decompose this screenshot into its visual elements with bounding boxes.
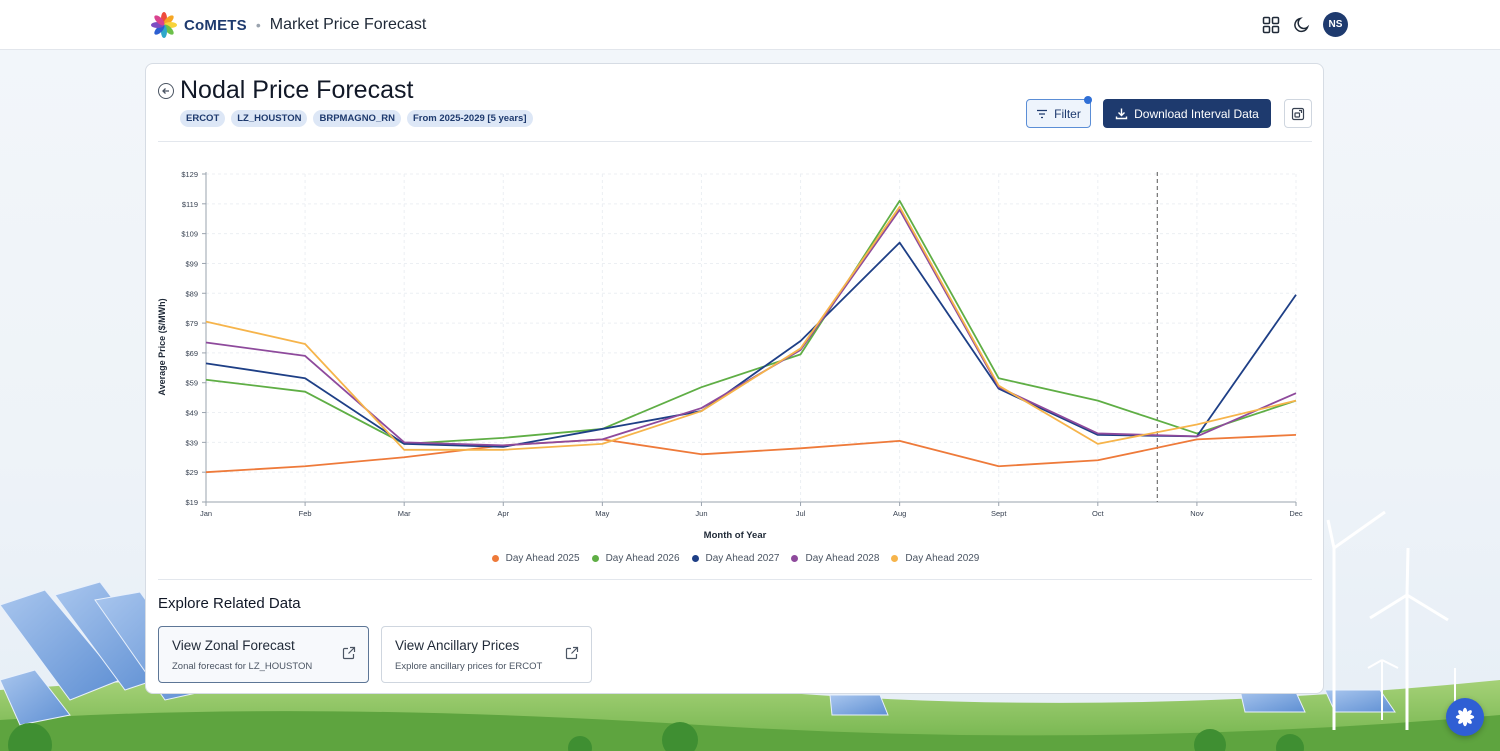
related-card-title: View Zonal Forecast <box>172 638 295 653</box>
chip-market: ERCOT <box>180 110 226 127</box>
x-tick-label: Oct <box>1092 509 1105 518</box>
theme-toggle-button[interactable] <box>1291 14 1313 36</box>
chip-node: BRPMAGNO_RN <box>313 110 401 127</box>
chart-legend: Day Ahead 2025 Day Ahead 2026 Day Ahead 20… <box>146 553 1325 564</box>
related-card-title: View Ancillary Prices <box>395 638 520 653</box>
y-tick-label: $79 <box>185 319 198 328</box>
y-tick-label: $89 <box>185 289 198 298</box>
brand-name: CoMETS <box>184 16 247 34</box>
filter-label: Filter <box>1054 106 1081 121</box>
chip-date-range: From 2025-2029 [5 years] <box>406 110 533 127</box>
expand-icon <box>1291 107 1305 120</box>
legend-label: Day Ahead 2027 <box>705 553 780 564</box>
x-axis-label: Month of Year <box>704 530 767 541</box>
y-tick-label: $119 <box>182 200 198 209</box>
forecast-card: Nodal Price Forecast ERCOT LZ_HOUSTON BR… <box>145 63 1324 694</box>
card-title: Nodal Price Forecast <box>180 76 414 104</box>
related-divider <box>158 579 1312 580</box>
comets-logo-icon <box>151 12 177 38</box>
page-title: Market Price Forecast <box>269 16 427 33</box>
series-line <box>205 208 1297 447</box>
header-actions: NS <box>1251 12 1348 37</box>
chart-series <box>205 199 1297 474</box>
y-tick-label: $109 <box>181 230 198 239</box>
legend-label: Day Ahead 2026 <box>605 553 680 564</box>
filter-active-dot <box>1084 96 1092 104</box>
x-tick-label: Jul <box>796 509 806 518</box>
external-link-icon <box>565 646 579 660</box>
apps-grid-button[interactable] <box>1260 14 1282 36</box>
filter-chips: ERCOT LZ_HOUSTON BRPMAGNO_RN From 2025-2… <box>180 110 539 127</box>
x-tick-label: Mar <box>398 509 411 518</box>
related-card-subtitle: Explore ancillary prices for ERCOT <box>395 661 543 672</box>
y-tick-label: $29 <box>185 468 198 477</box>
download-label: Download Interval Data <box>1134 106 1259 121</box>
y-tick-label: $69 <box>185 349 198 358</box>
price-forecast-chart: $19 $29 $39 $49 $59 $69 $79 $89 $99 $109 $119 $129 J… <box>157 170 1303 541</box>
legend-item[interactable]: Day Ahead 2027 <box>691 553 780 564</box>
top-bar: CoMETS • Market Price Forecast NS <box>0 0 1500 50</box>
legend-swatch <box>891 555 899 562</box>
filter-button[interactable]: Filter <box>1026 96 1092 128</box>
download-interval-data-button[interactable]: Download Interval Data <box>1103 99 1271 128</box>
download-icon <box>1115 108 1128 120</box>
legend-item[interactable]: Day Ahead 2029 <box>891 553 979 564</box>
legend-swatch <box>591 555 599 562</box>
expand-chart-button[interactable] <box>1284 99 1312 128</box>
legend-item[interactable]: Day Ahead 2028 <box>791 553 879 564</box>
y-tick-label: $49 <box>185 409 198 418</box>
y-tick-label: $59 <box>185 379 198 388</box>
brand-separator: • <box>255 17 261 33</box>
series-line <box>205 434 1297 474</box>
user-avatar[interactable]: NS <box>1323 12 1348 37</box>
series-line <box>205 205 1297 451</box>
x-tick-label: Aug <box>893 509 906 518</box>
y-axis-label: Average Price ($/MWh) <box>157 298 167 395</box>
x-tick-label: Jan <box>200 509 212 518</box>
back-button[interactable] <box>158 83 174 99</box>
chatbot-button[interactable] <box>1446 698 1484 736</box>
moon-icon <box>1294 16 1310 32</box>
legend-item[interactable]: Day Ahead 2025 <box>491 553 580 564</box>
x-tick-label: Apr <box>497 509 509 518</box>
grid-apps-icon <box>1262 16 1280 33</box>
chart-axes: $19 $29 $39 $49 $59 $69 $79 $89 $99 $109 $119 $129 J… <box>181 170 1303 518</box>
filter-icon <box>1037 109 1048 118</box>
legend-label: Day Ahead 2025 <box>505 553 580 564</box>
view-zonal-forecast-card[interactable]: View Zonal Forecast Zonal forecast for L… <box>158 626 369 683</box>
legend-swatch <box>491 555 499 562</box>
series-line <box>205 241 1297 448</box>
x-tick-label: Sept <box>991 509 1007 518</box>
legend-swatch <box>791 555 799 562</box>
related-card-subtitle: Zonal forecast for LZ_HOUSTON <box>172 661 313 672</box>
x-tick-label: May <box>595 509 609 518</box>
legend-label: Day Ahead 2028 <box>805 553 880 564</box>
brand[interactable]: CoMETS • Market Price Forecast <box>150 11 426 39</box>
x-tick-label: Nov <box>1190 509 1204 518</box>
legend-label: Day Ahead 2029 <box>905 553 980 564</box>
x-tick-label: Dec <box>1289 509 1303 518</box>
x-tick-label: Feb <box>299 509 312 518</box>
chatbot-flower-icon <box>1455 707 1475 727</box>
y-tick-label: $129 <box>181 170 198 179</box>
wind-turbines <box>1326 510 1456 730</box>
series-line <box>205 199 1297 445</box>
legend-item[interactable]: Day Ahead 2026 <box>591 553 680 564</box>
arrow-left-circle-icon <box>162 88 169 94</box>
x-tick-label: Jun <box>695 509 707 518</box>
header-divider <box>158 141 1312 142</box>
view-ancillary-prices-card[interactable]: View Ancillary Prices Explore ancillary … <box>381 626 592 683</box>
related-data-title: Explore Related Data <box>158 595 301 612</box>
solar-panels-right <box>829 689 1396 716</box>
y-tick-label: $39 <box>185 438 198 447</box>
external-link-icon <box>342 646 356 660</box>
y-tick-label: $99 <box>185 259 198 268</box>
y-tick-label: $19 <box>185 498 198 507</box>
chip-zone: LZ_HOUSTON <box>231 110 308 127</box>
legend-swatch <box>691 555 699 562</box>
